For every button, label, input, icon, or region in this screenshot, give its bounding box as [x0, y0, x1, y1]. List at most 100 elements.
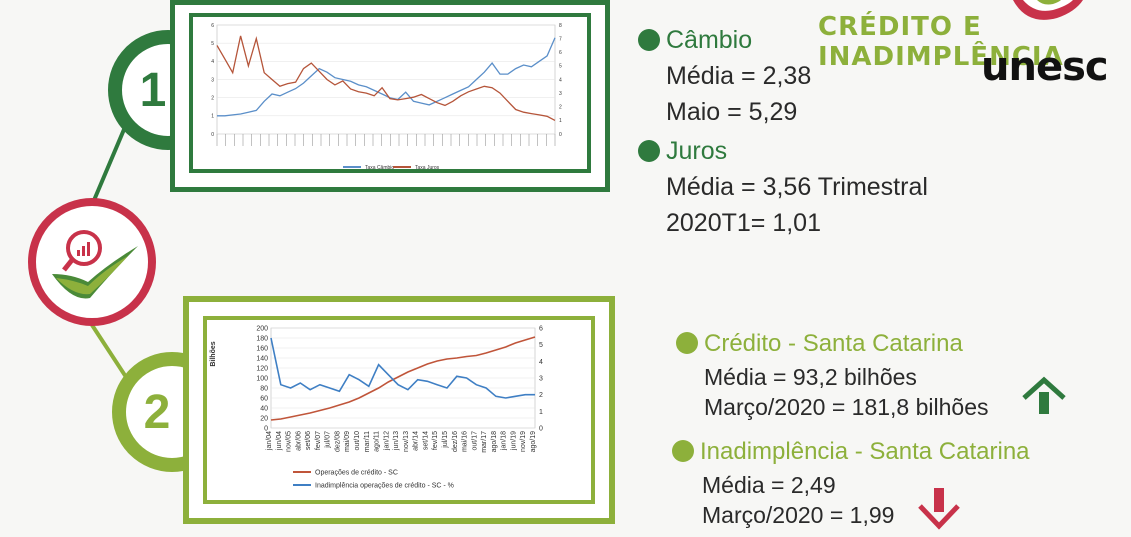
legend-label: Taxa Câmbio	[365, 165, 394, 171]
juros-block: Juros Média = 3,56 Trimestral 2020T1= 1,…	[638, 133, 928, 241]
y-right-tick-label: 0	[539, 425, 543, 432]
logo-icon	[1013, 0, 1083, 20]
cambio-block: Câmbio Média = 2,38 Maio = 5,29	[638, 22, 811, 130]
x-tick-label: nov/13	[403, 431, 410, 452]
y-left-tick-label: 0	[264, 425, 268, 432]
y-left-tick-label: 3	[211, 77, 214, 83]
y-right-tick-label: 6	[559, 50, 562, 56]
x-tick-label: nov/19	[520, 431, 527, 452]
x-tick-label: mar/11	[364, 431, 371, 452]
x-tick-label: out/10	[354, 431, 361, 451]
x-tick-label: mar/17	[481, 431, 488, 453]
cambio-juros-chart: 0 1 2 3 4 5 6 0 1 2 3 4 5 6 7 8 Taxa Câmbio Taxa Juros	[211, 23, 562, 171]
legend-label: Taxa Juros	[415, 165, 440, 171]
x-tick-label: fev/07	[315, 431, 322, 450]
inadimplencia-block: Inadimplência - Santa Catarina Média = 2…	[672, 434, 1030, 530]
y-right-tick-label: 4	[559, 77, 562, 83]
y-left-tick-label: 40	[260, 405, 268, 412]
bullet-icon	[676, 332, 698, 354]
x-tick-label: ago/11	[374, 431, 381, 452]
y-right-tick-label: 3	[559, 91, 562, 97]
credito-inadimplencia-chart: 2001801601401201008060402006543210jan/04…	[210, 325, 543, 489]
section-title: CRÉDITO E INADIMPLÊNCIA	[818, 12, 1064, 72]
y-left-tick-label: 60	[260, 395, 268, 402]
series-line-2	[216, 35, 556, 121]
chart-panel-1: 0 1 2 3 4 5 6 0 1 2 3 4 5 6 7 8 Taxa Câmbio Taxa Juros	[170, 0, 610, 192]
x-tick-label: jan/18	[501, 431, 508, 451]
unesc-logo: unesc	[975, 0, 1125, 95]
y-left-tick-label: 200	[256, 325, 268, 332]
y-axis-label: Bilhões	[210, 341, 217, 366]
inadimplencia-marco: Março/2020 = 1,99	[702, 502, 895, 528]
x-tick-label: abr/14	[413, 431, 420, 451]
y-right-tick-label: 5	[559, 64, 562, 70]
chart-panel-2: 200 180 160 140 120 100 80 60 40 20 0 6 5 4 3 2 1 0 jan/04…	[183, 296, 615, 524]
inadimplencia-title-row: Inadimplência - Santa Catarina	[672, 434, 1030, 470]
y-left-tick-label: 5	[211, 41, 214, 47]
logo-text: unesc	[981, 44, 1109, 90]
y-right-tick-label: 2	[539, 392, 543, 399]
series-line-1	[270, 336, 536, 421]
juros-t1: 2020T1= 1,01	[666, 209, 821, 237]
credito-title: Crédito - Santa Catarina	[704, 330, 963, 357]
y-left-tick-label: 1	[211, 114, 214, 120]
y-left-tick-label: 0	[211, 132, 214, 138]
timeline-connector	[90, 119, 130, 382]
series-line-2	[270, 337, 535, 399]
y-right-tick-label: 3	[539, 375, 543, 382]
bullet-icon	[638, 140, 660, 162]
y-left-tick-label: 120	[256, 365, 268, 372]
x-tick-label: abr/06	[295, 431, 302, 451]
x-tick-label: mai/09	[344, 431, 351, 452]
bullet-icon	[672, 440, 694, 462]
step-2-number: 2	[143, 385, 171, 439]
juros-title: Juros	[666, 137, 728, 165]
cambio-title-row: Câmbio	[638, 22, 811, 58]
credito-title-row: Crédito - Santa Catarina	[676, 326, 989, 362]
x-tick-label: ago/18	[491, 431, 498, 453]
bullet-icon	[638, 29, 660, 51]
y-right-tick-label: 7	[559, 36, 562, 42]
y-left-tick-label: 4	[211, 59, 214, 65]
step-1-number: 1	[139, 63, 167, 117]
x-tick-label: jul/15	[442, 431, 449, 449]
y-right-tick-label: 2	[559, 105, 562, 111]
x-tick-label: nov/05	[286, 431, 293, 452]
x-tick-label: dez/08	[334, 431, 341, 452]
y-right-tick-label: 8	[559, 23, 562, 29]
y-left-tick-label: 6	[211, 23, 214, 29]
inadimplencia-title: Inadimplência - Santa Catarina	[700, 438, 1030, 465]
x-tick-label: set/06	[305, 431, 312, 450]
y-left-tick-label: 180	[256, 335, 268, 342]
y-left-tick-label: 160	[256, 345, 268, 352]
legend-label: Inadimplência operações de crédito - SC …	[315, 482, 454, 489]
cambio-maio: Maio = 5,29	[666, 98, 798, 126]
cambio-media: Média = 2,38	[666, 62, 812, 90]
analytics-badge	[28, 198, 156, 326]
x-tick-label: set/14	[422, 431, 429, 450]
inadimplencia-media: Média = 2,49	[702, 472, 836, 498]
y-right-tick-label: 1	[559, 118, 562, 124]
magnifier-check-icon	[52, 230, 138, 299]
y-right-tick-label: 1	[539, 409, 543, 416]
y-right-tick-label: 5	[539, 342, 543, 349]
y-left-tick-label: 2	[211, 95, 214, 101]
credito-media: Média = 93,2 bilhões	[704, 364, 917, 390]
x-tick-label: jan/12	[383, 431, 390, 451]
x-tick-label: jun/13	[393, 431, 400, 451]
legend-label: Operações de crédito - SC	[315, 469, 398, 476]
x-tick-label: out/17	[471, 431, 478, 451]
x-tick-label: dez/16	[452, 431, 459, 452]
x-tick-label: jun/19	[510, 431, 517, 451]
y-left-tick-label: 80	[260, 385, 268, 392]
juros-title-row: Juros	[638, 133, 928, 169]
x-tick-label: mai/16	[462, 431, 469, 452]
y-left-tick-label: 100	[256, 375, 268, 382]
x-tick-label: jul/07	[325, 431, 332, 449]
y-right-tick-label: 0	[559, 132, 562, 138]
credito-marco: Março/2020 = 181,8 bilhões	[704, 394, 989, 420]
juros-media: Média = 3,56 Trimestral	[666, 173, 928, 201]
cambio-title: Câmbio	[666, 26, 753, 54]
y-left-tick-label: 140	[256, 355, 268, 362]
x-tick-label: jun/04	[276, 431, 283, 451]
